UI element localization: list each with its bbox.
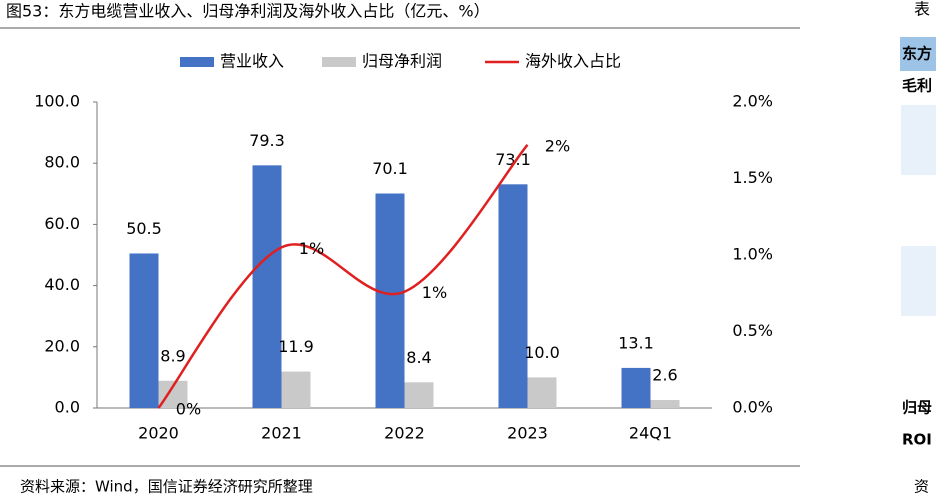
side-row: 毛利	[902, 77, 932, 95]
data-label: 1%	[299, 239, 324, 258]
bar	[404, 382, 434, 408]
legend-swatch	[322, 57, 356, 67]
legend-label: 营业收入	[220, 52, 284, 71]
data-label: 79.3	[249, 131, 285, 150]
bar	[375, 193, 405, 408]
data-label: 0%	[176, 400, 201, 419]
line-series	[157, 144, 529, 409]
data-label: 50.5	[126, 219, 162, 238]
data-label: 2.6	[652, 366, 677, 385]
y-tick-label: 60.0	[44, 214, 80, 233]
y-tick-label: 80.0	[44, 153, 80, 172]
legend-label: 归母净利润	[362, 52, 442, 71]
data-label: 10.0	[524, 343, 560, 362]
side-cell	[901, 246, 936, 316]
data-label: 11.9	[278, 337, 314, 356]
data-label: 1%	[422, 283, 447, 302]
bar	[129, 253, 159, 408]
y-tick-label: 0.0	[55, 398, 80, 417]
data-label: 13.1	[618, 333, 654, 352]
side-header: 东方	[902, 45, 932, 63]
bar	[498, 184, 528, 408]
bar	[252, 165, 282, 408]
x-tick-label: 2020	[138, 424, 179, 443]
y-tick-label: 20.0	[44, 336, 80, 355]
data-label: 70.1	[372, 159, 408, 178]
bar	[650, 400, 680, 408]
bar	[527, 377, 557, 408]
y2-tick-label: 0.5%	[732, 321, 773, 340]
y2-tick-label: 0.0%	[732, 398, 773, 417]
data-label: 73.1	[495, 150, 531, 169]
y-tick-label: 100.0	[34, 92, 80, 111]
y2-tick-label: 1.0%	[732, 245, 773, 264]
source-note: 资料来源：Wind，国信证券经济研究所整理	[20, 478, 313, 496]
y2-tick-label: 2.0%	[732, 92, 773, 111]
side-row: 归母	[902, 399, 932, 417]
figure-title: 图53：东方电缆营业收入、归母净利润及海外收入占比（亿元、%）	[6, 2, 490, 21]
y-tick-label: 40.0	[44, 275, 80, 294]
legend-label: 海外收入占比	[525, 52, 621, 71]
data-label: 8.9	[160, 346, 185, 365]
x-tick-label: 24Q1	[629, 424, 672, 443]
side-header-bar	[900, 37, 936, 71]
legend-swatch	[180, 57, 214, 67]
side-row: ROI	[902, 431, 932, 449]
data-label: 2%	[545, 136, 570, 155]
x-tick-label: 2021	[261, 424, 302, 443]
x-tick-label: 2022	[384, 424, 425, 443]
side-cell	[901, 105, 936, 175]
data-label: 8.4	[406, 348, 431, 367]
y2-tick-label: 1.5%	[732, 168, 773, 187]
side-source: 资	[914, 478, 929, 496]
bar	[281, 371, 311, 408]
side-panel: 表 东方 毛利 归母 ROI 资	[900, 0, 936, 496]
side-heading: 表	[914, 0, 930, 19]
bar	[621, 367, 651, 408]
x-tick-label: 2023	[507, 424, 548, 443]
